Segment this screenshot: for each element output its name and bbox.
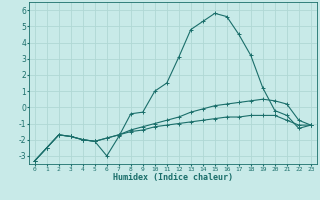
X-axis label: Humidex (Indice chaleur): Humidex (Indice chaleur) xyxy=(113,173,233,182)
